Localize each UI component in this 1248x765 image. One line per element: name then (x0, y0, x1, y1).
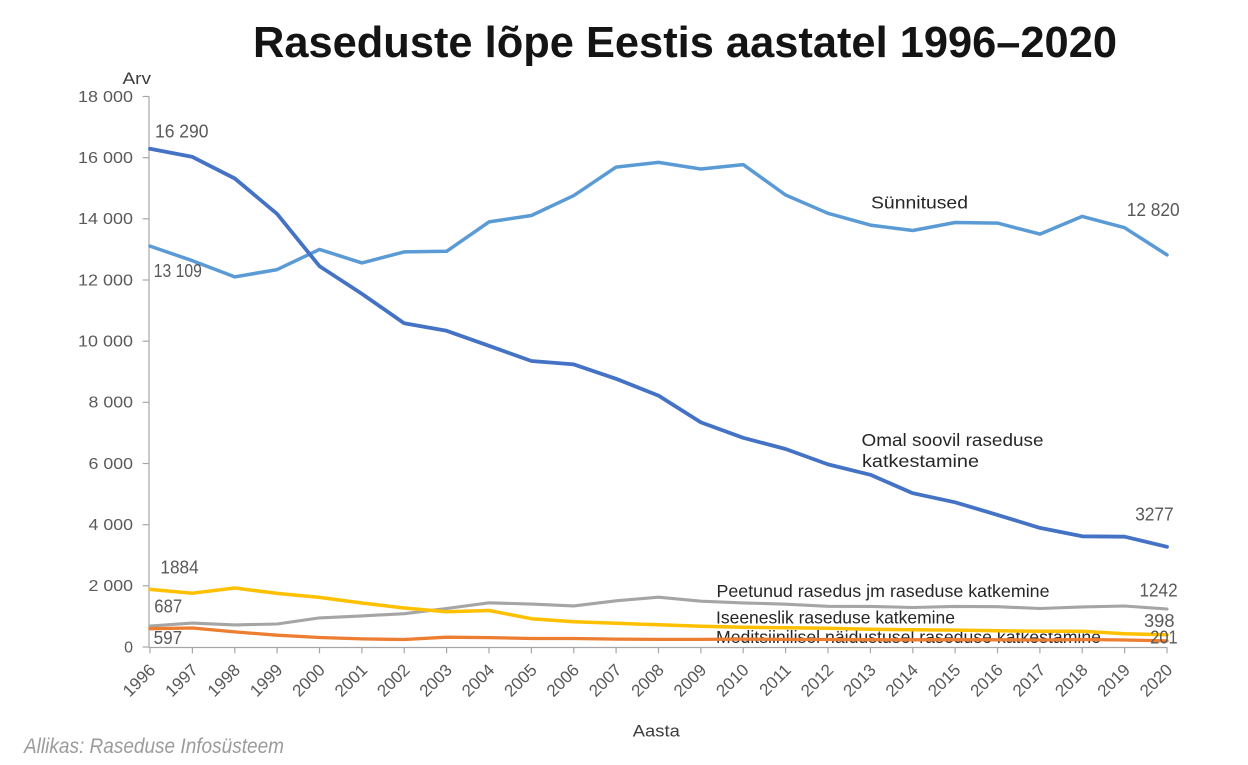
svg-text:Raseduste lõpe Eestis aastatel: Raseduste lõpe Eestis aastatel 1996–2020 (253, 18, 1117, 67)
svg-text:13 109: 13 109 (154, 261, 202, 281)
svg-text:3277: 3277 (1135, 504, 1174, 524)
svg-text:Peetunud rasedus jm raseduse k: Peetunud rasedus jm raseduse katkemine (717, 581, 1050, 601)
svg-text:1884: 1884 (160, 558, 198, 578)
svg-text:14 000: 14 000 (78, 211, 133, 228)
svg-text:4 000: 4 000 (89, 517, 134, 534)
svg-text:18 000: 18 000 (78, 89, 133, 106)
svg-text:6 000: 6 000 (89, 456, 134, 473)
svg-text:Sünnitused: Sünnitused (871, 193, 968, 213)
svg-text:Iseeneslik raseduse katkemine: Iseeneslik raseduse katkemine (716, 608, 955, 628)
svg-text:Aasta: Aasta (633, 721, 681, 740)
svg-text:16 290: 16 290 (155, 122, 209, 142)
svg-text:Omal soovil raseduse: Omal soovil raseduse (862, 430, 1044, 450)
svg-text:1242: 1242 (1140, 580, 1178, 600)
svg-text:687: 687 (154, 597, 182, 617)
svg-text:12 000: 12 000 (78, 272, 133, 289)
svg-text:Allikas: Raseduse Infosüsteem: Allikas: Raseduse Infosüsteem (22, 735, 284, 758)
svg-text:398: 398 (1144, 611, 1175, 631)
svg-text:16 000: 16 000 (78, 150, 133, 167)
svg-text:0: 0 (124, 639, 133, 656)
svg-text:katkestamine: katkestamine (862, 451, 979, 471)
svg-text:12 820: 12 820 (1127, 200, 1180, 220)
svg-text:10 000: 10 000 (78, 334, 133, 351)
svg-text:2 000: 2 000 (89, 578, 134, 595)
svg-text:201: 201 (1150, 628, 1177, 648)
svg-text:597: 597 (154, 628, 183, 648)
svg-text:Arv: Arv (123, 69, 152, 88)
svg-text:8 000: 8 000 (89, 395, 134, 412)
